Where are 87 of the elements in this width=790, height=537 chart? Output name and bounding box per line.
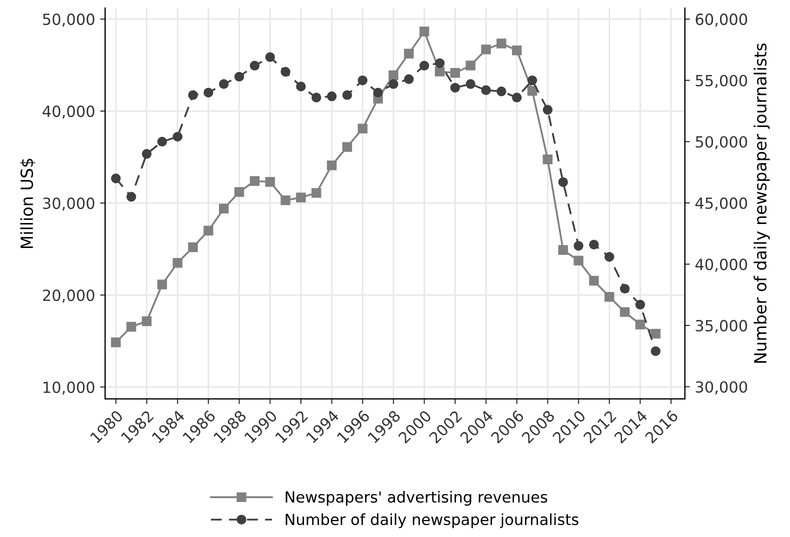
y2-tick-label: 30,000 xyxy=(696,381,748,394)
point xyxy=(404,74,414,84)
point xyxy=(388,70,398,80)
point xyxy=(434,66,445,76)
point xyxy=(466,60,476,70)
point xyxy=(157,280,167,290)
point xyxy=(419,60,430,71)
point xyxy=(342,90,352,100)
point xyxy=(496,38,506,48)
point xyxy=(604,292,614,302)
point xyxy=(481,85,491,96)
y-axis-title: Million US$ xyxy=(20,158,36,248)
point xyxy=(126,322,136,332)
point xyxy=(635,320,646,330)
point xyxy=(172,258,182,268)
point xyxy=(142,149,152,159)
point xyxy=(419,26,430,36)
y-tick-label: 40,000 xyxy=(42,106,94,119)
point xyxy=(188,90,198,100)
point xyxy=(326,160,337,170)
y-tick-label: 20,000 xyxy=(43,290,94,303)
point xyxy=(280,66,290,77)
point xyxy=(512,92,522,102)
point xyxy=(342,142,352,152)
point xyxy=(589,276,599,286)
y-tick-label: 10,000 xyxy=(44,382,94,395)
point xyxy=(296,192,306,202)
y2-tick-label: 45,000 xyxy=(695,197,748,210)
point xyxy=(250,176,260,186)
point xyxy=(589,240,599,250)
point xyxy=(481,44,491,54)
point xyxy=(358,124,368,134)
point xyxy=(527,86,538,96)
point xyxy=(604,252,614,262)
point xyxy=(157,136,167,146)
point xyxy=(650,328,660,339)
point xyxy=(620,284,630,294)
point xyxy=(326,91,337,102)
point xyxy=(142,316,152,326)
point xyxy=(558,177,568,187)
point xyxy=(542,104,553,115)
point xyxy=(650,346,660,356)
y2-tick-label: 50,000 xyxy=(696,136,748,150)
point xyxy=(265,177,275,187)
point xyxy=(404,48,414,58)
point xyxy=(311,92,322,102)
point xyxy=(466,79,476,89)
point xyxy=(635,300,646,310)
point xyxy=(280,195,290,206)
y2-tick-label: 40,000 xyxy=(695,258,748,272)
y2-tick-label: 35,000 xyxy=(696,320,748,334)
legend-label: Newspapers' advertising revenues xyxy=(286,490,548,506)
y2-tick-label: 55,000 xyxy=(696,74,748,88)
point xyxy=(434,58,445,68)
point xyxy=(126,192,136,202)
y-tick-label: 50,000 xyxy=(43,14,94,27)
point xyxy=(218,204,229,214)
point xyxy=(204,88,214,98)
point xyxy=(204,226,214,236)
point xyxy=(358,76,368,86)
point xyxy=(574,240,584,251)
point xyxy=(574,256,584,266)
point xyxy=(234,187,244,197)
point xyxy=(111,338,121,348)
point xyxy=(620,307,630,317)
point xyxy=(542,154,553,164)
point xyxy=(218,79,229,89)
y-tick-label: 30,000 xyxy=(43,198,94,211)
point xyxy=(111,174,121,184)
y2-axis-title: Number of daily newspaper journalists xyxy=(754,44,770,363)
point xyxy=(296,82,306,92)
point xyxy=(250,60,260,71)
point xyxy=(558,245,568,255)
point xyxy=(496,86,506,96)
point xyxy=(234,72,244,82)
point xyxy=(265,52,275,62)
point xyxy=(388,79,398,89)
point xyxy=(373,88,383,98)
point xyxy=(512,46,522,56)
y2-tick-label: 60,000 xyxy=(696,14,748,27)
point xyxy=(311,188,322,198)
point xyxy=(450,68,460,78)
point xyxy=(172,132,182,142)
point xyxy=(188,242,198,252)
legend-label: Number of daily newspaper journalists xyxy=(286,513,578,528)
point xyxy=(527,76,538,86)
point xyxy=(450,82,460,93)
